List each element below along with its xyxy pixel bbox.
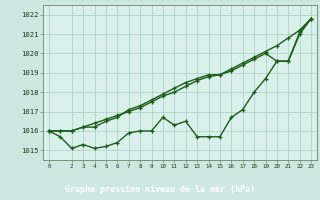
Text: Graphe pression niveau de la mer (hPa): Graphe pression niveau de la mer (hPa): [65, 185, 255, 194]
